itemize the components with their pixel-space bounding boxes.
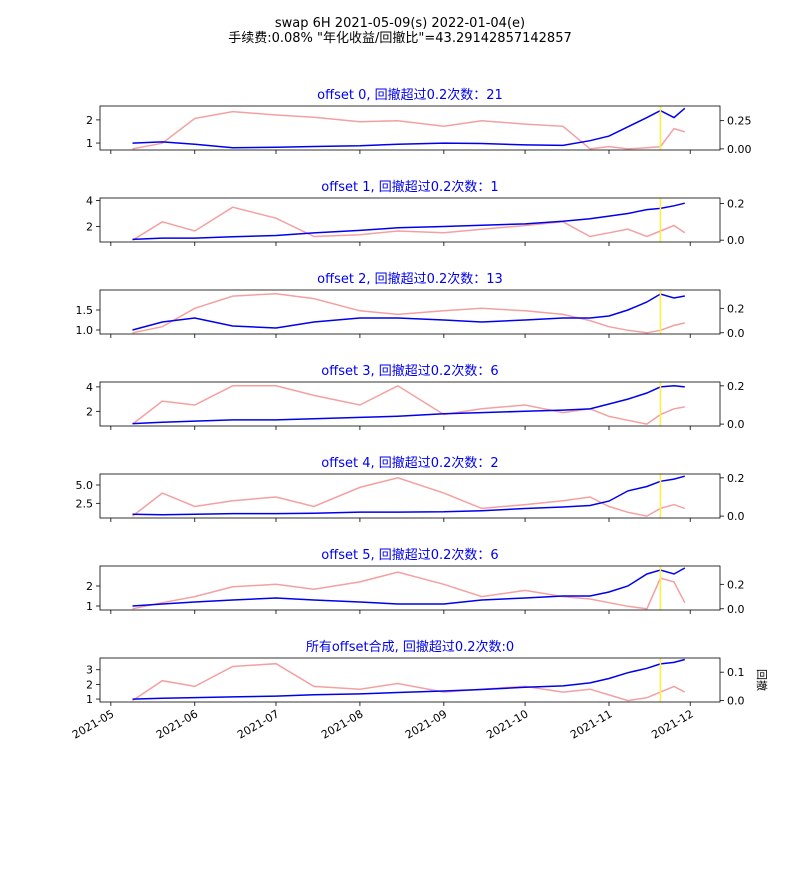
drawdown-series-line — [132, 292, 685, 334]
subplot-title: offset 0, 回撤超过0.2次数：21 — [317, 87, 503, 103]
subplot-3: offset 3, 回撤超过0.2次数：6 2 4 0.0 0.2 — [86, 363, 745, 431]
plot-area — [132, 290, 685, 334]
equity-series-line — [132, 475, 685, 516]
x-tick-label: 2021-05 — [70, 707, 116, 741]
x-tick-label: 2021-10 — [484, 707, 530, 741]
subplot-4: offset 4, 回撤超过0.2次数：2 2.5 5.0 0.0 0.2 — [76, 455, 745, 523]
right-tick-label: 0.0 — [727, 510, 745, 523]
left-tick-label: 1 — [86, 137, 93, 150]
right-tick-label: 0.2 — [727, 302, 745, 315]
equity-series-line — [132, 658, 685, 700]
subplot-panels: offset 0, 回撤超过0.2次数：21 1 2 0.00 0.25 offset 1… — [76, 87, 752, 708]
x-tick-label: 2021-09 — [403, 707, 449, 741]
left-tick-label: 2 — [86, 580, 93, 593]
right-tick-label: 0.2 — [727, 472, 745, 485]
equity-series-line — [132, 567, 686, 607]
right-tick-label: 0.2 — [727, 380, 745, 393]
plot-area — [132, 658, 686, 702]
right-axis-label: 回撤 — [755, 669, 769, 691]
plot-frame — [99, 105, 721, 151]
plot-frame — [99, 473, 721, 519]
x-tick-label: 2021-12 — [649, 707, 695, 741]
right-tick-label: 0.0 — [727, 234, 745, 247]
drawdown-series-line — [132, 571, 686, 610]
subplot-2: offset 2, 回撤超过0.2次数：13 1.0 1.5 0.0 0.2 — [76, 271, 745, 340]
left-tick-label: 2.5 — [76, 497, 94, 510]
right-tick-label: 0.0 — [727, 418, 745, 431]
x-tick-label: 2021-08 — [319, 707, 365, 741]
drawdown-series-line — [132, 206, 686, 241]
equity-series-line — [132, 384, 685, 425]
left-tick-label: 2 — [86, 220, 93, 233]
plot-area — [132, 382, 685, 426]
drawdown-series-line — [132, 110, 686, 150]
left-tick-label: 3 — [86, 664, 93, 677]
right-tick-label: 0.25 — [727, 115, 752, 128]
subplot-title: 所有offset合成, 回撤超过0.2次数:0 — [306, 639, 514, 655]
x-tick-label: 2021-11 — [568, 707, 614, 741]
left-tick-label: 5.0 — [76, 479, 94, 492]
plot-area — [132, 474, 686, 518]
plot-area — [132, 106, 686, 150]
subplot-title: offset 2, 回撤超过0.2次数：13 — [317, 271, 503, 287]
right-tick-label: 0.0 — [727, 327, 745, 340]
right-tick-label: 0.00 — [727, 143, 752, 156]
plot-frame — [99, 657, 721, 703]
subplot-title: offset 3, 回撤超过0.2次数：6 — [321, 363, 498, 379]
plot-frame — [99, 381, 721, 427]
right-tick-label: 0.2 — [727, 578, 745, 591]
shared-x-axis: 2021-05 2021-06 2021-07 2021-08 2021-09 2021-… — [70, 669, 769, 742]
x-tick-label: 2021-06 — [154, 707, 200, 741]
left-tick-label: 2 — [86, 114, 93, 127]
left-tick-label: 1 — [86, 693, 93, 706]
left-tick-label: 4 — [86, 195, 93, 208]
figure-title-line2: 手续费:0.08% "年化收益/回撤比"=43.29142857142857 — [228, 30, 572, 46]
left-tick-label: 2 — [86, 405, 93, 418]
right-tick-label: 0.1 — [727, 666, 745, 679]
plot-area — [132, 566, 686, 610]
left-tick-label: 1 — [86, 600, 93, 613]
figure-title-line1: swap 6H 2021-05-09(s) 2022-01-04(e) — [275, 16, 525, 31]
left-tick-label: 4 — [86, 381, 93, 394]
drawdown-series-line — [132, 477, 686, 517]
right-tick-label: 0.2 — [727, 198, 745, 211]
equity-series-line — [132, 293, 685, 331]
drawdown-series-line — [132, 384, 685, 425]
subplot-5: offset 5, 回撤超过0.2次数：6 1 2 0.0 0.2 — [86, 547, 745, 616]
left-tick-label: 1.5 — [76, 304, 94, 317]
plot-frame — [99, 289, 721, 335]
equity-series-line — [132, 202, 685, 241]
plot-frame — [99, 565, 721, 611]
drawdown-series-line — [132, 662, 686, 702]
left-tick-label: 2 — [86, 678, 93, 691]
x-tick-label: 2021-07 — [235, 707, 281, 741]
plot-frame — [99, 197, 721, 243]
plot-area — [132, 198, 686, 242]
subplot-title: offset 4, 回撤超过0.2次数：2 — [321, 455, 498, 471]
right-tick-label: 0.0 — [727, 603, 745, 616]
subplot-title: offset 5, 回撤超过0.2次数：6 — [321, 547, 498, 563]
subplot-0: offset 0, 回撤超过0.2次数：21 1 2 0.00 0.25 — [86, 87, 752, 156]
right-tick-label: 0.0 — [727, 695, 745, 708]
equity-series-line — [132, 107, 686, 149]
subplot-6: 所有offset合成, 回撤超过0.2次数:0 1 23 0.0 0.1 — [86, 639, 745, 708]
left-tick-label: 1.0 — [76, 324, 94, 337]
subplot-title: offset 1, 回撤超过0.2次数：1 — [321, 179, 498, 195]
subplot-1: offset 1, 回撤超过0.2次数：1 2 4 0.0 0.2 — [86, 179, 745, 247]
